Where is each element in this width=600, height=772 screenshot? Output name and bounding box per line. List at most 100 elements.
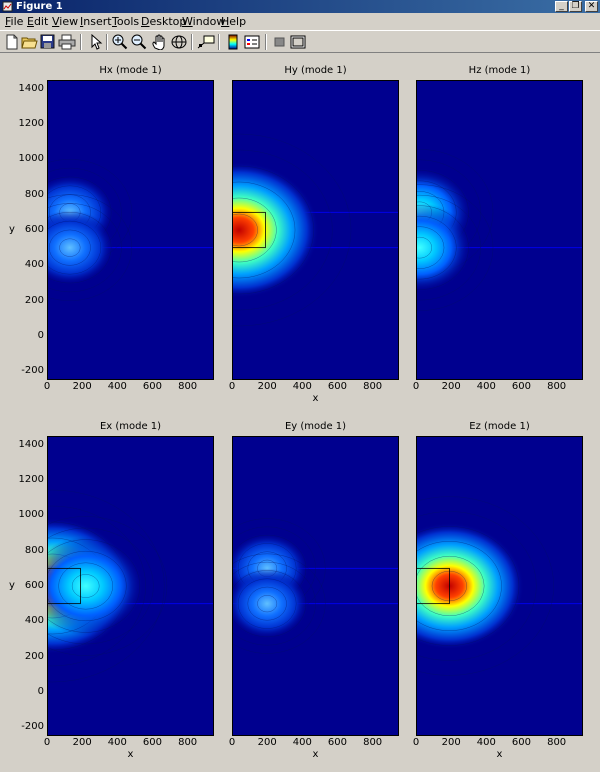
contour-line <box>416 236 433 259</box>
menu-edit[interactable]: Edit <box>27 15 49 28</box>
zoom-out-icon[interactable] <box>130 34 148 50</box>
rotate-3d-icon[interactable] <box>170 34 188 50</box>
contour-line <box>47 505 146 667</box>
pan-hand-icon[interactable] <box>150 34 168 50</box>
data-cursor-icon[interactable] <box>197 34 215 50</box>
menu-help[interactable]: Help <box>221 15 247 28</box>
y-tick-label: 400 <box>24 615 44 627</box>
x-tick-label: 800 <box>547 737 567 748</box>
x-tick-label: 200 <box>72 737 92 748</box>
contour-line <box>416 496 554 676</box>
heatmap-plot[interactable] <box>416 80 583 380</box>
edit-plot-arrow-icon[interactable] <box>86 34 104 50</box>
zoom-in-icon[interactable] <box>111 34 129 50</box>
x-tick-label: 800 <box>547 381 567 392</box>
contour-line <box>47 212 112 284</box>
heatmap-plot[interactable] <box>232 436 399 736</box>
x-tick-label: 600 <box>327 381 348 392</box>
field-hotspot <box>47 536 144 636</box>
x-axis-label: x <box>312 393 319 404</box>
field-hotspot <box>232 568 309 639</box>
heatmap-plot[interactable] <box>47 436 214 736</box>
insert-legend-icon[interactable] <box>243 34 261 50</box>
plot-title: Ey (mode 1) <box>284 421 347 432</box>
menu-desktop[interactable]: Desktop <box>141 15 187 28</box>
heatmap-svg <box>416 80 583 380</box>
contour-line <box>416 555 485 617</box>
contour-line <box>416 541 502 631</box>
heatmap-svg <box>47 80 214 380</box>
toolbar-separator <box>80 34 82 50</box>
contour-line <box>232 133 352 327</box>
contour-line <box>47 489 165 683</box>
heatmap-plot[interactable] <box>232 80 399 380</box>
heatmap-svg <box>47 436 214 736</box>
window-titlebar[interactable]: Figure 1 _ ❐ ✕ <box>0 0 600 13</box>
close-button[interactable]: ✕ <box>585 1 598 12</box>
y-tick-label: 600 <box>24 580 44 591</box>
y-tick-label: 1000 <box>18 509 44 521</box>
insert-colorbar-icon[interactable] <box>224 34 242 50</box>
heatmap-svg <box>416 436 583 736</box>
x-tick-label: 400 <box>476 381 496 392</box>
open-file-icon[interactable] <box>21 34 39 50</box>
x-tick-label: 200 <box>72 381 92 392</box>
x-axis-label: x <box>496 749 503 760</box>
matlab-figure-icon <box>2 1 13 12</box>
x-tick-label: 800 <box>178 381 198 392</box>
field-hotspot <box>47 210 115 286</box>
menu-file[interactable]: File <box>5 15 24 28</box>
x-tick-label: 400 <box>107 381 127 392</box>
contour-line <box>232 561 316 646</box>
toolbar-separator <box>191 34 193 50</box>
contour-line <box>232 213 258 247</box>
y-tick-label: 600 <box>24 224 44 235</box>
x-tick-label: 800 <box>178 737 198 748</box>
contour-line <box>47 194 133 301</box>
contour-line <box>416 526 520 646</box>
x-tick-label: 400 <box>476 737 496 748</box>
y-tick-label: -200 <box>21 365 44 377</box>
heatmap-svg <box>232 80 399 380</box>
plot-title: Hx (mode 1) <box>99 65 162 76</box>
y-axis-label: y <box>9 224 15 235</box>
x-tick-label: 800 <box>363 381 383 392</box>
contour-line <box>48 229 91 266</box>
plot-title: Hz (mode 1) <box>468 65 531 76</box>
minimize-button[interactable]: _ <box>555 1 568 12</box>
y-tick-label: 1200 <box>18 474 44 486</box>
contour-line <box>47 539 141 633</box>
axis-box <box>47 80 214 380</box>
contour-line <box>416 226 445 269</box>
show-plot-tools-icon[interactable] <box>289 34 307 50</box>
restore-button[interactable]: ❐ <box>569 1 582 12</box>
new-figure-icon[interactable] <box>3 34 21 50</box>
hide-plot-tools-icon[interactable] <box>271 34 289 50</box>
waveguide-outline <box>416 567 450 605</box>
axis-box <box>232 436 399 736</box>
menu-view[interactable]: View <box>52 15 79 28</box>
x-tick-label: 200 <box>441 737 461 748</box>
x-tick-label: 0 <box>43 381 51 392</box>
print-icon[interactable] <box>58 34 76 50</box>
axis-box <box>416 436 583 736</box>
field-hotspot <box>232 162 320 298</box>
x-tick-label: 0 <box>228 737 236 748</box>
heatmap-plot[interactable] <box>47 80 214 380</box>
save-icon[interactable] <box>39 34 57 50</box>
figure-canvas: Hx (mode 1) 1400 1200 1000 800 600 400 200 0 -200… <box>0 53 600 772</box>
x-tick-label: 600 <box>142 737 163 748</box>
contour-line <box>232 553 326 654</box>
contour-line <box>47 550 127 622</box>
heatmap-plot[interactable] <box>416 436 583 736</box>
menu-window[interactable]: Window <box>182 15 226 28</box>
menu-insert[interactable]: Insert <box>80 15 112 28</box>
contour-line <box>71 574 100 598</box>
menu-tools[interactable]: Tools <box>112 15 140 28</box>
y-tick-label: 400 <box>24 259 44 271</box>
contour-line <box>416 511 537 661</box>
toolbar-separator <box>106 34 108 50</box>
contour-line <box>59 238 81 257</box>
x-axis-label: x <box>127 749 134 760</box>
figure-toolbar <box>0 30 600 53</box>
